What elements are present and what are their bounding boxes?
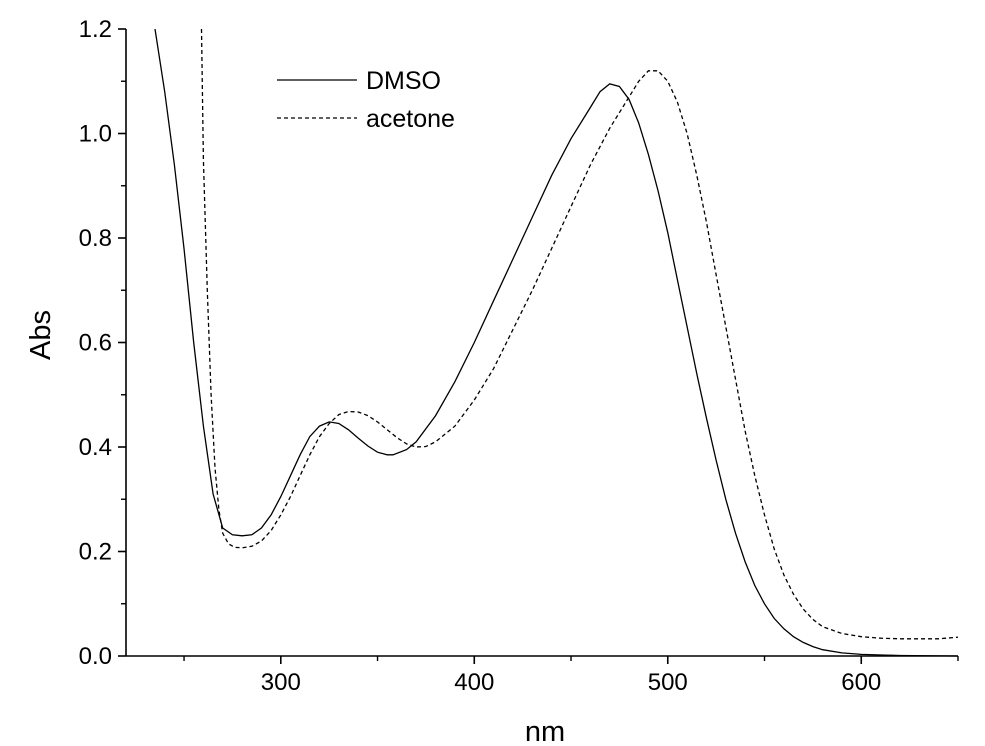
series-line-dmso bbox=[154, 28, 959, 657]
x-tick-label: 300 bbox=[261, 669, 301, 696]
series-line-acetone bbox=[200, 28, 959, 640]
legend-label-dmso: DMSO bbox=[366, 67, 441, 95]
x-axis-title: nm bbox=[525, 716, 565, 746]
x-tick-label: 600 bbox=[841, 669, 881, 696]
y-tick-label: 0.0 bbox=[79, 643, 112, 670]
x-tick-label: 400 bbox=[454, 669, 494, 696]
y-tick-label: 1.2 bbox=[79, 16, 112, 43]
y-tick-label: 0.2 bbox=[79, 539, 112, 566]
x-tick-label: 500 bbox=[648, 669, 688, 696]
y-tick-label: 1.0 bbox=[79, 121, 112, 148]
legend-label-acetone: acetone bbox=[366, 105, 455, 133]
axes: 0.0 0.2 0.4 0.6 0.8 1.0 1.2 300 400 500 600 bbox=[79, 16, 959, 696]
plot-lines bbox=[154, 28, 959, 657]
y-tick-label: 0.6 bbox=[79, 330, 112, 357]
y-axis-title: Abs bbox=[25, 310, 57, 360]
y-tick-label: 0.8 bbox=[79, 225, 112, 252]
legend: DMSO acetone bbox=[277, 67, 455, 133]
y-tick-label: 0.4 bbox=[79, 434, 112, 461]
